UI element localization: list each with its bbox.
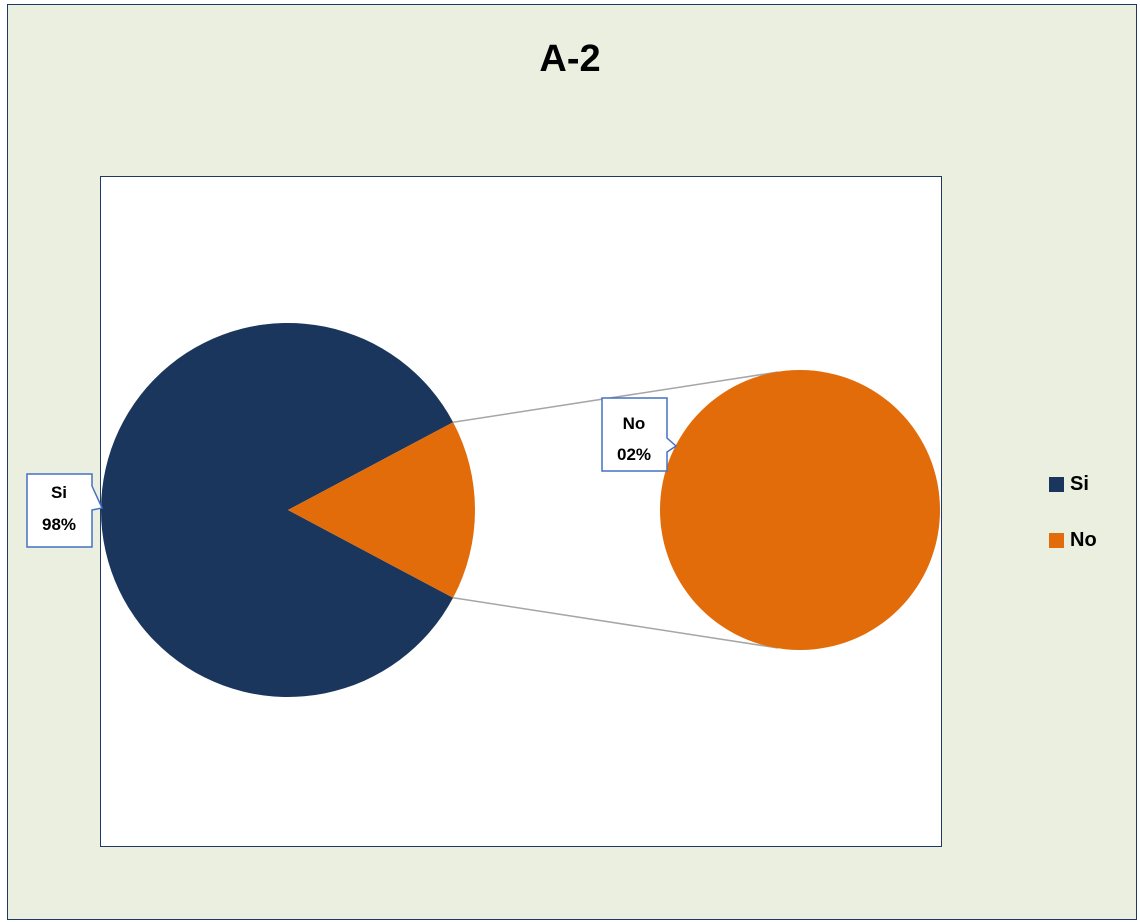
data-label-si-value: 98% xyxy=(42,515,76,534)
data-label-no-value: 02% xyxy=(617,445,651,464)
connector-line-top xyxy=(452,371,779,423)
data-label-no-category: No xyxy=(623,414,646,433)
data-label-no: No 02% xyxy=(601,397,678,472)
legend-swatch-si xyxy=(1049,477,1064,492)
data-label-si-category: Si xyxy=(51,483,67,502)
data-label-no-callout xyxy=(601,397,678,472)
legend-label-no: No xyxy=(1070,529,1097,551)
connector-line-bottom xyxy=(452,597,779,649)
legend-item-no[interactable]: No xyxy=(1049,529,1097,552)
legend-label-si: Si xyxy=(1070,473,1089,495)
legend-swatch-no xyxy=(1049,533,1064,548)
chart-title: A-2 xyxy=(539,38,601,80)
legend-item-si[interactable]: Si xyxy=(1049,473,1089,496)
pie-slice-si[interactable] xyxy=(100,323,454,697)
data-label-si: Si 98% xyxy=(26,473,104,548)
data-label-si-callout xyxy=(26,473,104,548)
pie-slice-no[interactable] xyxy=(288,422,475,598)
secondary-pie-slice-no[interactable] xyxy=(660,370,940,650)
